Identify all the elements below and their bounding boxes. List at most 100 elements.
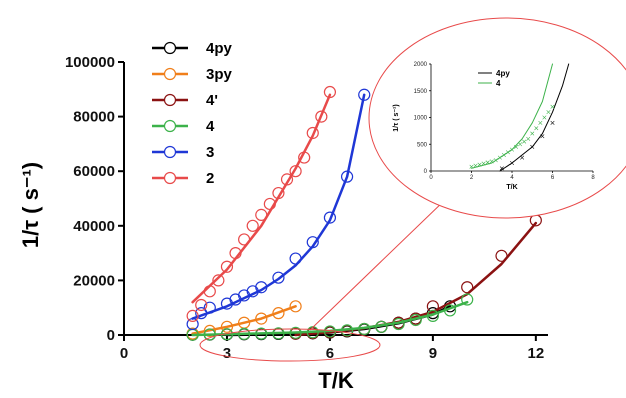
- data-point: [540, 134, 545, 139]
- data-point: [546, 110, 551, 115]
- data-point: [530, 131, 535, 136]
- data-point: [426, 309, 439, 322]
- legend-label: 4': [206, 92, 218, 109]
- data-point: [272, 327, 285, 340]
- fit-line: [191, 93, 366, 320]
- data-point: [255, 312, 268, 325]
- data-point: [289, 326, 302, 339]
- fit-line: [191, 300, 469, 337]
- legend-marker: [163, 145, 177, 159]
- data-point: [306, 126, 319, 140]
- data-point: [530, 144, 535, 149]
- legend-marker: [163, 67, 177, 81]
- data-point: [246, 219, 259, 232]
- series-4py: [499, 63, 570, 172]
- legend-label: 4py: [496, 69, 510, 78]
- series-4: [289, 214, 542, 340]
- data-point: [212, 274, 225, 287]
- y-tick-label: 20000: [73, 272, 115, 289]
- legend-label: 4: [496, 79, 501, 88]
- data-point: [238, 327, 251, 341]
- data-point: [289, 300, 302, 313]
- data-point: [263, 197, 276, 211]
- x-tick-label: 3: [223, 345, 231, 362]
- data-point: [485, 160, 490, 165]
- data-point: [272, 271, 285, 284]
- legend-marker: [163, 93, 177, 107]
- data-point: [505, 150, 510, 155]
- x-tick-label: 4: [510, 175, 514, 181]
- data-point: [495, 249, 508, 262]
- y-axis-title: 1/τ ( s⁻¹): [18, 162, 43, 248]
- inset-ellipse: [368, 17, 626, 219]
- fit-line: [191, 305, 297, 335]
- y-tick-label: 80000: [73, 109, 115, 126]
- y-tick-label: 1000: [414, 116, 428, 122]
- x-tick-label: 6: [551, 175, 555, 181]
- zoom-arrow: [309, 197, 448, 331]
- y-tick-label: 2000: [414, 62, 428, 68]
- x-axis-title: T/K: [318, 368, 354, 393]
- inset-plot: 0 2 4 6 8 0 500 1000 1500 2000 1/τ ( s⁻¹) T/K 4py…: [393, 62, 595, 191]
- y-tick-label: 100000: [65, 54, 115, 71]
- data-point: [509, 147, 515, 152]
- inset-x-axis-title: T/K: [506, 184, 517, 191]
- series-2: [186, 85, 337, 322]
- data-point: [203, 301, 216, 314]
- y-tick-label: 40000: [73, 218, 115, 235]
- data-point: [203, 328, 216, 341]
- data-point: [526, 136, 531, 141]
- data-point: [323, 211, 337, 224]
- data-point: [238, 233, 251, 246]
- data-point: [461, 281, 474, 294]
- data-point: [409, 313, 422, 327]
- series-4: [469, 63, 555, 169]
- data-point: [501, 152, 506, 157]
- series-3: [186, 88, 371, 331]
- data-point: [340, 170, 354, 183]
- data-point: [461, 293, 474, 306]
- data-point: [426, 300, 439, 313]
- legend-item-3py: 3py: [152, 66, 233, 83]
- data-point: [280, 173, 294, 186]
- data-point: [255, 327, 268, 340]
- data-point: [203, 324, 216, 338]
- x-tick-label: 6: [326, 345, 334, 362]
- data-point: [518, 142, 523, 147]
- data-point: [375, 320, 388, 333]
- data-point: [220, 320, 234, 333]
- data-point: [469, 164, 474, 169]
- data-point: [538, 120, 543, 125]
- data-point: [497, 155, 502, 160]
- x-tick-label: 0: [429, 175, 433, 181]
- legend-marker: [163, 171, 177, 185]
- y-tick-label: 1500: [414, 89, 428, 95]
- x-tick-label: 0: [120, 345, 128, 362]
- data-point: [340, 324, 354, 337]
- data-point: [186, 317, 199, 331]
- data-point: [509, 160, 515, 165]
- data-point: [481, 161, 486, 166]
- zoom-region-ellipse: [199, 328, 381, 362]
- data-point: [203, 285, 216, 298]
- legend-item-4py: 4py: [478, 69, 510, 78]
- legend-label: 4py: [206, 40, 233, 57]
- x-tick-label: 8: [591, 175, 595, 181]
- y-tick-label: 60000: [73, 163, 115, 180]
- data-point: [522, 139, 527, 144]
- data-point: [358, 322, 371, 336]
- legend-item-4py: 4py: [152, 40, 233, 57]
- legend-item-4: 4: [152, 118, 215, 135]
- data-point: [542, 115, 547, 120]
- data-point: [289, 165, 302, 178]
- data-point: [534, 126, 539, 131]
- data-point: [358, 88, 371, 101]
- data-point: [499, 166, 504, 171]
- inset-y-axis-title: 1/τ ( s⁻¹): [393, 104, 400, 131]
- legend: 4py 3py 4' 4 3 2: [152, 40, 233, 187]
- data-point: [392, 317, 405, 331]
- data-point: [323, 85, 337, 99]
- data-point: [315, 110, 328, 123]
